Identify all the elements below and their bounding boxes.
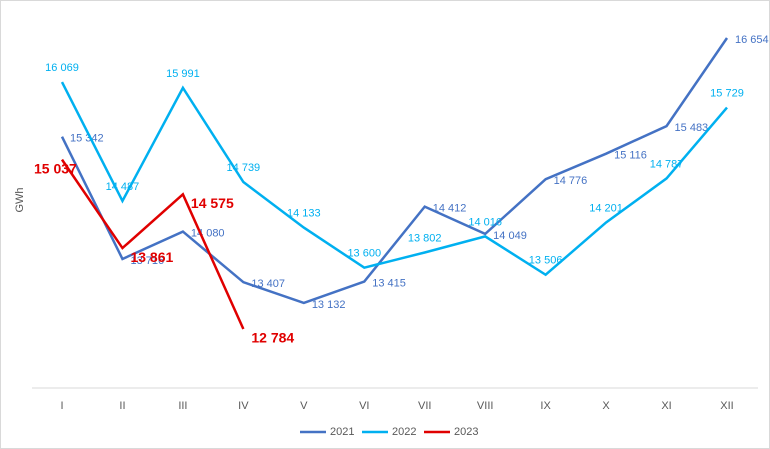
x-tick-label: III xyxy=(178,400,187,412)
legend-label: 2022 xyxy=(392,426,416,438)
data-label: 15 729 xyxy=(710,87,744,99)
x-tick-label: XII xyxy=(720,400,733,412)
x-tick-label: VI xyxy=(359,400,369,412)
data-label: 13 600 xyxy=(347,248,381,260)
x-tick-label: VIII xyxy=(477,400,494,412)
series-line xyxy=(60,81,728,277)
x-tick-label: V xyxy=(300,400,308,412)
x-tick-label: X xyxy=(602,400,610,412)
x-tick-label: II xyxy=(119,400,125,412)
legend-label: 2023 xyxy=(454,426,478,438)
data-label: 16 069 xyxy=(45,62,79,74)
data-label: 14 487 xyxy=(106,181,140,193)
data-label: 13 506 xyxy=(529,255,563,267)
data-label: 12 784 xyxy=(251,330,294,346)
data-label: 15 037 xyxy=(34,160,77,176)
legend-label: 2021 xyxy=(330,426,354,438)
data-label: 14 412 xyxy=(433,203,467,215)
series-line xyxy=(60,158,245,330)
data-label: 13 802 xyxy=(408,232,442,244)
data-label: 13 716 xyxy=(130,255,164,267)
data-label: 14 575 xyxy=(191,195,234,211)
data-label: 13 132 xyxy=(312,299,346,311)
data-label: 14 133 xyxy=(287,208,321,220)
data-label: 14 201 xyxy=(589,202,623,214)
data-label: 13 407 xyxy=(251,278,285,290)
data-label: 14 776 xyxy=(554,175,588,187)
x-tick-label: IX xyxy=(540,400,551,412)
data-label: 15 116 xyxy=(614,150,647,162)
data-label: 14 016 xyxy=(468,216,502,228)
x-tick-label: XI xyxy=(661,400,671,412)
data-label: 14 080 xyxy=(191,227,225,239)
data-label: 14 787 xyxy=(650,158,684,170)
x-tick-label: IV xyxy=(238,400,249,412)
y-axis-label: GWh xyxy=(14,187,26,212)
data-label: 15 342 xyxy=(70,133,104,145)
x-tick-label: I xyxy=(60,400,63,412)
data-label: 14 739 xyxy=(227,162,261,174)
data-label: 13 861 xyxy=(130,249,173,265)
series-line xyxy=(60,37,729,305)
data-label: 15 483 xyxy=(675,122,709,134)
data-label: 16 654 xyxy=(735,34,769,46)
data-label: 13 415 xyxy=(372,277,406,289)
data-label: 15 991 xyxy=(166,68,200,80)
x-tick-label: VII xyxy=(418,400,431,412)
data-label: 14 049 xyxy=(493,230,527,242)
